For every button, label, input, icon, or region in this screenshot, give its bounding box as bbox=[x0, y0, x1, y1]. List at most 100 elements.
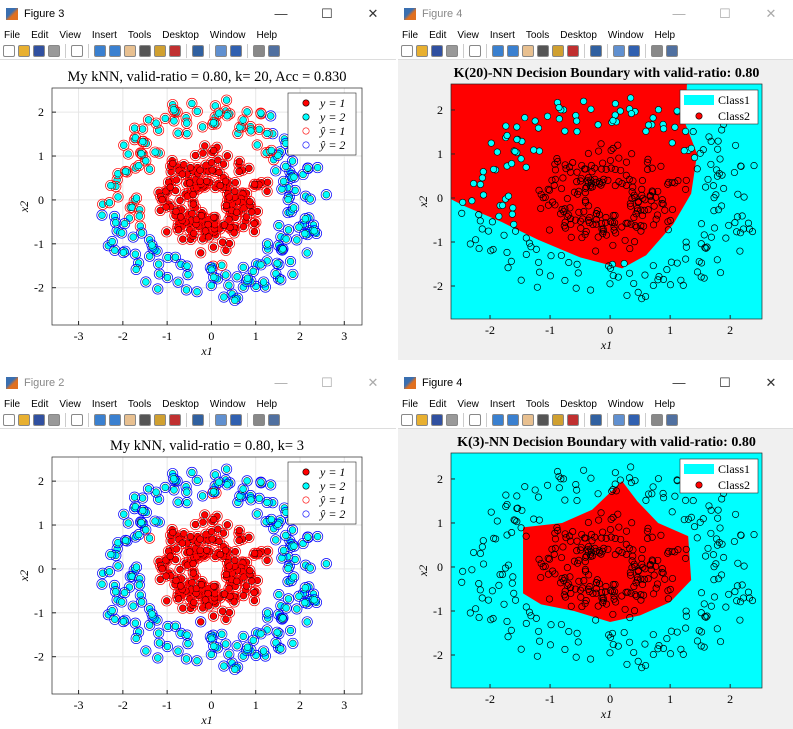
save-icon[interactable] bbox=[431, 44, 443, 57]
legend[interactable]: y = 1y = 2ŷ = 1ŷ = 2 bbox=[287, 92, 357, 156]
brush-icon[interactable] bbox=[169, 44, 181, 57]
menu-desktop[interactable]: Desktop bbox=[560, 29, 597, 41]
save-icon[interactable] bbox=[33, 413, 45, 426]
hide-plot-tools-icon[interactable] bbox=[253, 44, 265, 57]
minimize-button[interactable]: — bbox=[274, 375, 288, 390]
menu-help[interactable]: Help bbox=[256, 29, 278, 41]
pointer-icon[interactable] bbox=[469, 413, 481, 426]
menu-help[interactable]: Help bbox=[256, 398, 278, 410]
pan-hand-icon[interactable] bbox=[522, 44, 534, 57]
pointer-icon[interactable] bbox=[71, 413, 83, 426]
menu-edit[interactable]: Edit bbox=[429, 29, 447, 41]
zoom-in-icon[interactable] bbox=[94, 44, 106, 57]
open-folder-icon[interactable] bbox=[18, 44, 30, 57]
data-cursor-icon[interactable] bbox=[552, 413, 564, 426]
print-icon[interactable] bbox=[48, 44, 60, 57]
menu-file[interactable]: File bbox=[4, 29, 21, 41]
close-button[interactable]: ✕ bbox=[367, 6, 379, 21]
data-cursor-icon[interactable] bbox=[154, 44, 166, 57]
zoom-out-icon[interactable] bbox=[109, 44, 121, 57]
legend[interactable]: y = 1y = 2ŷ = 1ŷ = 2 bbox=[287, 461, 357, 525]
menu-desktop[interactable]: Desktop bbox=[560, 398, 597, 410]
pan-hand-icon[interactable] bbox=[124, 413, 136, 426]
menu-view[interactable]: View bbox=[457, 29, 479, 41]
open-folder-icon[interactable] bbox=[18, 413, 30, 426]
pointer-icon[interactable] bbox=[71, 44, 83, 57]
menu-insert[interactable]: Insert bbox=[489, 398, 515, 410]
pan-hand-icon[interactable] bbox=[522, 413, 534, 426]
open-folder-icon[interactable] bbox=[416, 413, 428, 426]
print-icon[interactable] bbox=[446, 44, 458, 57]
new-file-icon[interactable] bbox=[401, 413, 413, 426]
menu-edit[interactable]: Edit bbox=[429, 398, 447, 410]
brush-icon[interactable] bbox=[169, 413, 181, 426]
legend-icon[interactable] bbox=[628, 413, 640, 426]
minimize-button[interactable]: — bbox=[274, 6, 288, 21]
rotate-3d-icon[interactable] bbox=[139, 44, 151, 57]
colorbar-icon[interactable] bbox=[215, 413, 227, 426]
zoom-in-icon[interactable] bbox=[492, 44, 504, 57]
menu-file[interactable]: File bbox=[402, 398, 419, 410]
pointer-icon[interactable] bbox=[469, 44, 481, 57]
menu-tools[interactable]: Tools bbox=[525, 29, 550, 41]
new-file-icon[interactable] bbox=[3, 413, 15, 426]
minimize-button[interactable]: — bbox=[672, 6, 686, 21]
link-plot-icon[interactable] bbox=[590, 44, 602, 57]
title-bar[interactable]: Figure 2 — ☐ ✕ bbox=[0, 369, 396, 397]
legend[interactable]: Class1 Class2 bbox=[679, 458, 759, 494]
menu-tools[interactable]: Tools bbox=[127, 398, 152, 410]
close-button[interactable]: ✕ bbox=[765, 375, 777, 390]
pan-hand-icon[interactable] bbox=[124, 44, 136, 57]
zoom-out-icon[interactable] bbox=[507, 44, 519, 57]
minimize-button[interactable]: — bbox=[672, 375, 686, 390]
menu-file[interactable]: File bbox=[4, 398, 21, 410]
save-icon[interactable] bbox=[431, 413, 443, 426]
menu-file[interactable]: File bbox=[402, 29, 419, 41]
menu-view[interactable]: View bbox=[59, 398, 81, 410]
show-plot-tools-icon[interactable] bbox=[666, 44, 678, 57]
legend-icon[interactable] bbox=[230, 413, 242, 426]
rotate-3d-icon[interactable] bbox=[537, 413, 549, 426]
legend[interactable]: Class1 Class2 bbox=[679, 89, 759, 125]
rotate-3d-icon[interactable] bbox=[139, 413, 151, 426]
menu-desktop[interactable]: Desktop bbox=[162, 29, 199, 41]
print-icon[interactable] bbox=[446, 413, 458, 426]
maximize-button[interactable]: ☐ bbox=[719, 6, 731, 21]
close-button[interactable]: ✕ bbox=[367, 375, 379, 390]
menu-window[interactable]: Window bbox=[209, 29, 246, 41]
title-bar[interactable]: Figure 4 — ☐ ✕ bbox=[398, 0, 793, 28]
colorbar-icon[interactable] bbox=[215, 44, 227, 57]
menu-edit[interactable]: Edit bbox=[31, 29, 49, 41]
menu-help[interactable]: Help bbox=[654, 398, 676, 410]
title-bar[interactable]: Figure 3 — ☐ ✕ bbox=[0, 0, 396, 28]
zoom-out-icon[interactable] bbox=[109, 413, 121, 426]
close-button[interactable]: ✕ bbox=[765, 6, 777, 21]
link-plot-icon[interactable] bbox=[590, 413, 602, 426]
menu-view[interactable]: View bbox=[59, 29, 81, 41]
menu-tools[interactable]: Tools bbox=[525, 398, 550, 410]
maximize-button[interactable]: ☐ bbox=[321, 6, 333, 21]
zoom-in-icon[interactable] bbox=[94, 413, 106, 426]
menu-edit[interactable]: Edit bbox=[31, 398, 49, 410]
menu-window[interactable]: Window bbox=[209, 398, 246, 410]
menu-insert[interactable]: Insert bbox=[489, 29, 515, 41]
menu-help[interactable]: Help bbox=[654, 29, 676, 41]
menu-insert[interactable]: Insert bbox=[91, 29, 117, 41]
menu-window[interactable]: Window bbox=[607, 398, 644, 410]
maximize-button[interactable]: ☐ bbox=[321, 375, 333, 390]
save-icon[interactable] bbox=[33, 44, 45, 57]
brush-icon[interactable] bbox=[567, 44, 579, 57]
new-file-icon[interactable] bbox=[401, 44, 413, 57]
colorbar-icon[interactable] bbox=[613, 44, 625, 57]
menu-desktop[interactable]: Desktop bbox=[162, 398, 199, 410]
new-file-icon[interactable] bbox=[3, 44, 15, 57]
print-icon[interactable] bbox=[48, 413, 60, 426]
data-cursor-icon[interactable] bbox=[154, 413, 166, 426]
zoom-in-icon[interactable] bbox=[492, 413, 504, 426]
legend-icon[interactable] bbox=[230, 44, 242, 57]
hide-plot-tools-icon[interactable] bbox=[253, 413, 265, 426]
zoom-out-icon[interactable] bbox=[507, 413, 519, 426]
data-cursor-icon[interactable] bbox=[552, 44, 564, 57]
hide-plot-tools-icon[interactable] bbox=[651, 413, 663, 426]
link-plot-icon[interactable] bbox=[192, 413, 204, 426]
